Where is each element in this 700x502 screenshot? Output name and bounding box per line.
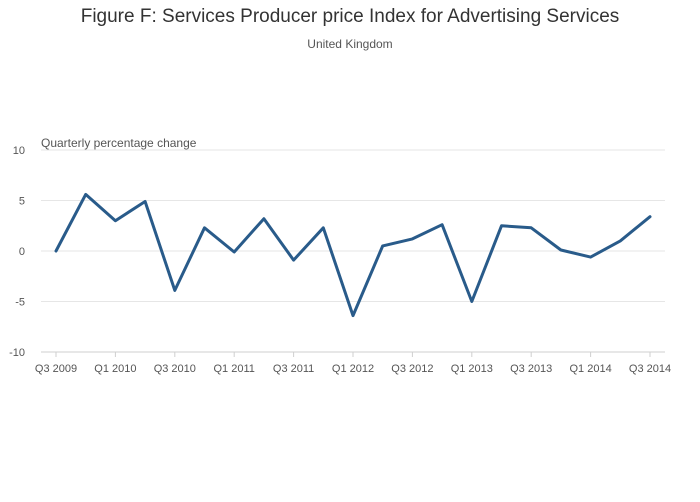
x-tick-label: Q3 2009 <box>35 363 77 375</box>
y-tick-label: 10 <box>13 145 25 157</box>
x-tick-label: Q1 2010 <box>94 363 136 375</box>
y-tick-label: 5 <box>19 196 25 208</box>
x-tick-label: Q3 2010 <box>154 363 196 375</box>
chart-subtitle: United Kingdom <box>307 37 393 51</box>
y-axis-label: Quarterly percentage change <box>41 136 197 150</box>
x-tick-label: Q3 2013 <box>510 363 552 375</box>
series-line <box>54 192 652 318</box>
y-axis-ticks: 10 5 0 -5 -10 <box>9 145 25 359</box>
x-tick-label: Q3 2011 <box>273 363 314 375</box>
y-tick-label: 0 <box>19 246 25 258</box>
series-layer <box>54 192 652 318</box>
x-tick-label: Q3 2014 <box>629 363 671 375</box>
x-tick-label: Q3 2012 <box>391 363 433 375</box>
x-tick-label: Q1 2014 <box>569 363 611 375</box>
x-tick-label: Q1 2012 <box>332 363 374 375</box>
y-tick-label: -10 <box>9 347 25 359</box>
x-tick-label: Q1 2011 <box>214 363 255 375</box>
x-tick-label: Q1 2013 <box>451 363 493 375</box>
chart-title: Figure F: Services Producer price Index … <box>80 6 620 27</box>
y-tick-label: -5 <box>15 297 25 309</box>
x-axis: Q3 2009 Q1 2010 Q3 2010 Q1 2011 Q3 2011 Q1 20… <box>35 352 671 375</box>
